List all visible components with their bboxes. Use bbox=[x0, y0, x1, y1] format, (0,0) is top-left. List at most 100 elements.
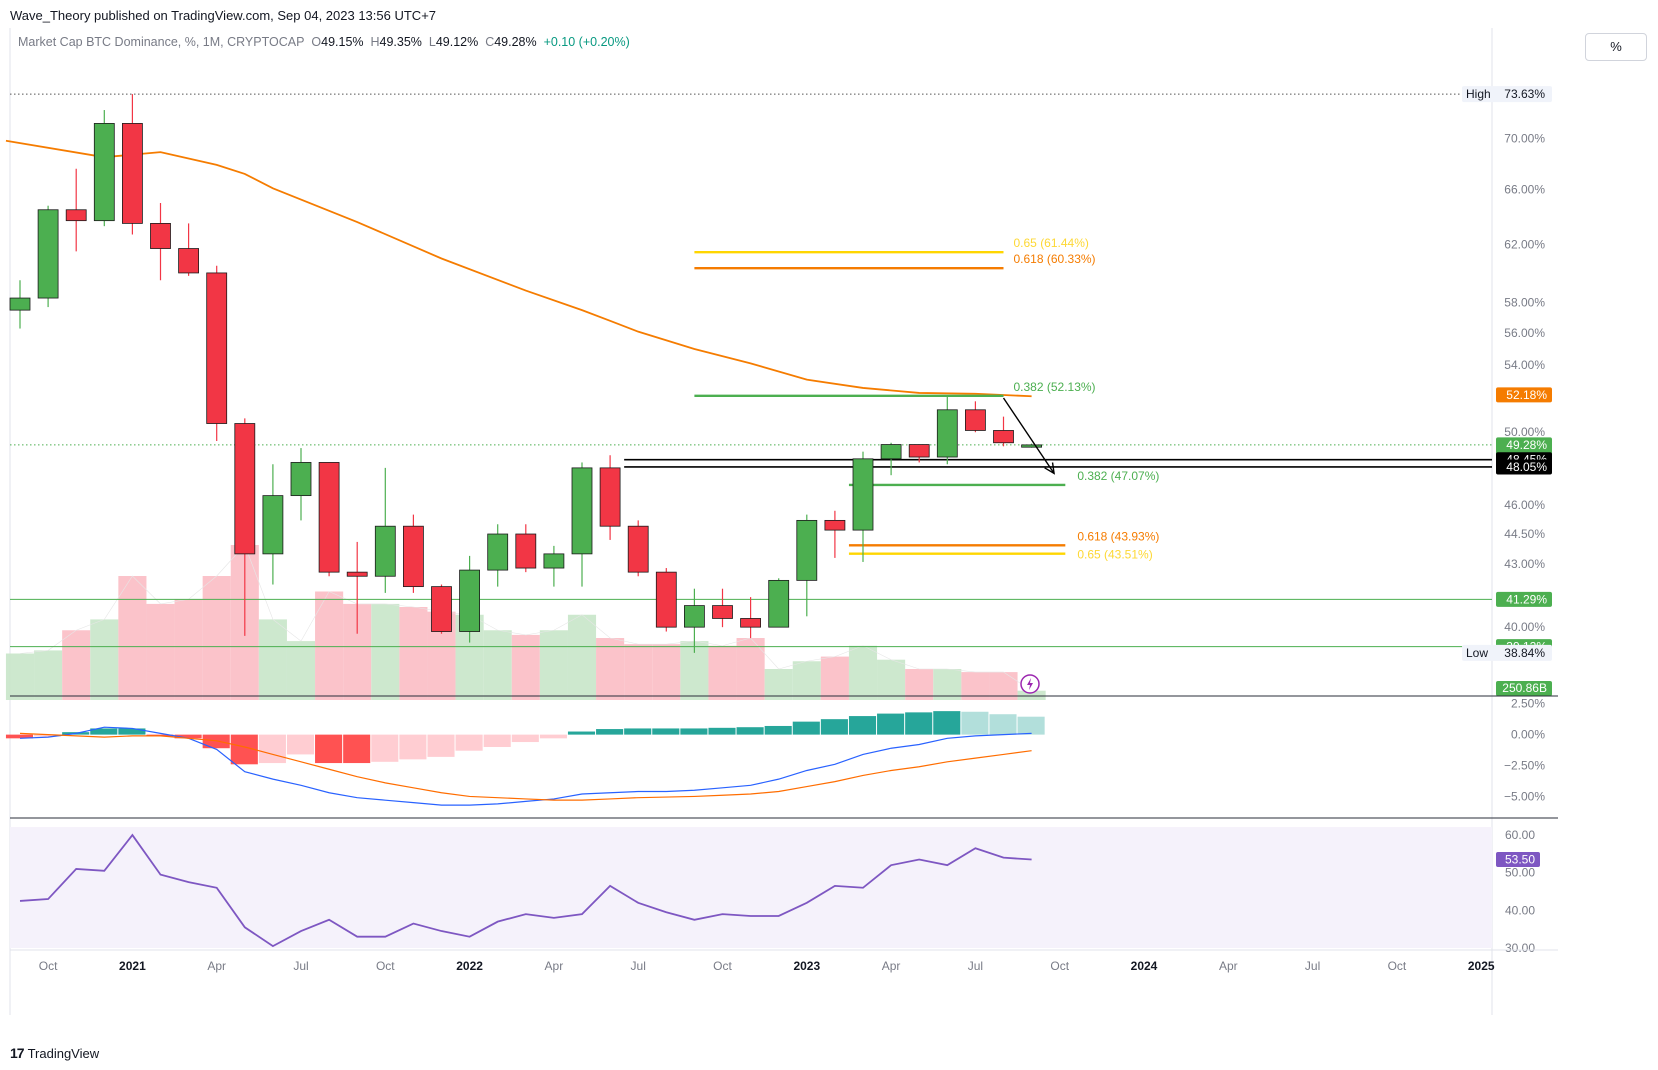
macd-histogram-bar bbox=[736, 727, 764, 735]
macd-histogram-bar bbox=[511, 734, 539, 743]
percent-scale-button[interactable]: % bbox=[1585, 33, 1647, 61]
macd-histogram-bar bbox=[989, 714, 1017, 735]
price-badge bbox=[1496, 591, 1552, 607]
candle-body bbox=[150, 223, 171, 249]
time-tick-label: Oct bbox=[1050, 959, 1069, 973]
moving-average-line bbox=[5, 139, 1032, 398]
time-tick-label: Jul bbox=[968, 959, 983, 973]
volume-bar bbox=[315, 591, 344, 700]
candle-body bbox=[234, 423, 256, 555]
volume-bar bbox=[708, 645, 737, 700]
candle-body bbox=[290, 462, 312, 497]
price-tick-label: 58.00% bbox=[1504, 296, 1545, 310]
volume-bar bbox=[764, 669, 793, 700]
macd-histogram-bar bbox=[792, 721, 820, 735]
rsi-pane: 60.00 50.00 40.00 30.00 53.50 bbox=[10, 827, 1540, 955]
price-badge-label: 52.18% bbox=[1506, 388, 1547, 402]
candle-body bbox=[178, 248, 200, 274]
volume-bar bbox=[567, 614, 597, 700]
time-tick-label: 2024 bbox=[1131, 959, 1158, 973]
volume-bar bbox=[877, 659, 906, 700]
price-tick-label: 56.00% bbox=[1504, 326, 1545, 340]
high-label-bg bbox=[1462, 86, 1552, 103]
high-label: High bbox=[1466, 87, 1491, 101]
time-tick-label: Oct bbox=[1388, 959, 1407, 973]
low-value: 49.12% bbox=[435, 35, 479, 49]
rsi-band bbox=[10, 827, 1492, 948]
candle-body bbox=[684, 605, 705, 628]
candle-body bbox=[768, 579, 790, 628]
volume-bar bbox=[258, 619, 287, 700]
candle-body bbox=[936, 409, 958, 458]
candle-body bbox=[431, 586, 452, 632]
projection-arrow-head bbox=[1044, 462, 1055, 475]
macd-histogram-bar bbox=[427, 734, 455, 757]
volume-bar bbox=[1017, 690, 1046, 700]
fib-level-label: 0.65 (43.51%) bbox=[1077, 548, 1152, 562]
tradingview-logo-icon: 17 bbox=[10, 1045, 25, 1061]
macd-histogram-bar bbox=[315, 734, 343, 764]
candle-body bbox=[655, 571, 677, 628]
candle-body bbox=[318, 462, 340, 573]
time-tick-label: 2022 bbox=[456, 959, 483, 973]
symbol-name[interactable]: Market Cap BTC Dominance, %, 1M, CRYPTOC… bbox=[18, 35, 305, 49]
fib-level-label: 0.618 (43.93%) bbox=[1077, 529, 1159, 543]
price-tick-label: 44.50% bbox=[1504, 527, 1545, 541]
rsi-tick-label: 60.00 bbox=[1505, 828, 1535, 842]
low-label-bg bbox=[1462, 644, 1552, 661]
fib-level-label: 0.382 (52.13%) bbox=[1014, 380, 1096, 394]
time-tick-label: Jul bbox=[1305, 959, 1320, 973]
chart-svg[interactable]: 73.63% 70.00% 66.00% 62.00% 58.00% 56.00% 54.0… bbox=[0, 0, 1658, 1040]
volume-bar bbox=[146, 603, 175, 700]
candle-body bbox=[852, 458, 874, 531]
volume-bar bbox=[5, 653, 35, 700]
close-value: 49.28% bbox=[494, 35, 537, 49]
volume-bar bbox=[792, 661, 821, 700]
price-badge bbox=[1496, 387, 1552, 403]
macd-pane: 2.50% 0.00% −2.50% −5.00% bbox=[5, 697, 1545, 806]
macd-histogram-bar bbox=[90, 728, 118, 735]
price-tick-label: 62.00% bbox=[1504, 237, 1545, 251]
macd-histogram-bar bbox=[933, 711, 961, 735]
macd-histogram-bar bbox=[961, 711, 989, 735]
price-badge bbox=[1496, 459, 1552, 475]
candle-body bbox=[262, 495, 284, 555]
macd-histogram-bar bbox=[118, 728, 146, 735]
low-value-label: 38.84% bbox=[1504, 646, 1545, 660]
macd-tick-label: 2.50% bbox=[1511, 697, 1545, 711]
volume-bar bbox=[90, 619, 119, 700]
volume-bar bbox=[202, 576, 231, 700]
volume-bar bbox=[371, 603, 400, 700]
macd-histogram-bar bbox=[820, 719, 848, 735]
price-tick-label: 46.00% bbox=[1504, 498, 1545, 512]
volume-bar bbox=[483, 630, 512, 700]
macd-histogram-bar bbox=[34, 734, 62, 737]
macd-histogram-bar bbox=[286, 734, 315, 755]
volume-bar bbox=[539, 630, 568, 700]
candle-body bbox=[712, 605, 733, 619]
rsi-line bbox=[19, 833, 1032, 948]
time-tick-label: 2025 bbox=[1468, 959, 1495, 973]
main-price-pane: 73.63% 70.00% 66.00% 62.00% 58.00% 56.00% 54.0… bbox=[5, 28, 1558, 1015]
macd-histogram-bar bbox=[202, 734, 230, 749]
candle-body bbox=[9, 297, 31, 311]
price-tick-label: 66.00% bbox=[1504, 183, 1545, 197]
candle-body bbox=[599, 467, 621, 527]
time-tick-label: Jul bbox=[631, 959, 646, 973]
volume-bar bbox=[905, 669, 934, 700]
macd-histogram-bar bbox=[483, 734, 511, 747]
macd-histogram-bar bbox=[343, 734, 371, 764]
time-axis: Oct 2021 Apr Jul Oct 2022 Apr Jul Oct 2023 Apr Jul O… bbox=[10, 949, 1558, 973]
macd-histogram-bar bbox=[258, 734, 286, 764]
time-tick-label: Apr bbox=[207, 959, 226, 973]
close-label: C bbox=[485, 35, 495, 49]
macd-histogram-bar bbox=[624, 728, 652, 735]
rsi-badge-label: 53.50 bbox=[1505, 853, 1535, 867]
candle-body bbox=[487, 533, 509, 571]
volume-bar bbox=[174, 599, 203, 700]
macd-histogram-bar bbox=[399, 734, 427, 760]
low-label: Low bbox=[1466, 646, 1488, 660]
price-badge-label: 48.05% bbox=[1506, 460, 1547, 474]
candle-body bbox=[740, 618, 761, 628]
